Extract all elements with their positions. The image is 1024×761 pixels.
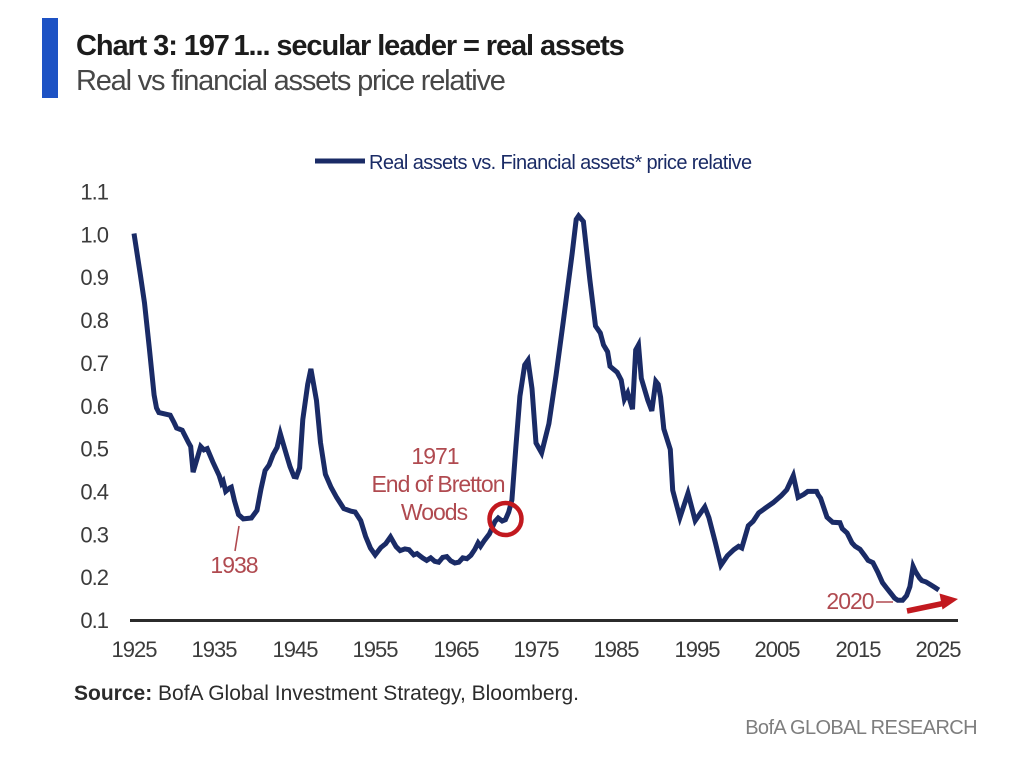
svg-text:0.4: 0.4 xyxy=(80,479,108,504)
svg-text:0.7: 0.7 xyxy=(80,351,108,376)
svg-text:2015: 2015 xyxy=(836,637,882,662)
svg-text:0.6: 0.6 xyxy=(80,394,108,419)
svg-text:0.3: 0.3 xyxy=(80,522,108,547)
svg-text:1938: 1938 xyxy=(210,552,257,578)
svg-text:0.8: 0.8 xyxy=(80,308,108,333)
svg-text:Woods: Woods xyxy=(401,499,468,525)
svg-text:0.9: 0.9 xyxy=(80,265,108,290)
svg-text:0.5: 0.5 xyxy=(80,437,108,462)
svg-text:1.0: 1.0 xyxy=(80,222,108,247)
svg-text:Chart 3: 197 1... secular lead: Chart 3: 197 1... secular leader = real … xyxy=(76,30,624,62)
svg-text:0.2: 0.2 xyxy=(80,565,108,590)
svg-text:1975: 1975 xyxy=(514,637,560,662)
svg-text:1935: 1935 xyxy=(192,637,238,662)
svg-text:1925: 1925 xyxy=(112,637,158,662)
svg-text:1965: 1965 xyxy=(434,637,480,662)
svg-text:1.1: 1.1 xyxy=(80,180,108,205)
svg-text:Real assets vs. Financial asse: Real assets vs. Financial assets* price … xyxy=(369,152,752,174)
svg-text:Real vs financial assets price: Real vs financial assets price relative xyxy=(76,65,505,97)
svg-text:2025: 2025 xyxy=(916,637,962,662)
svg-text:1971: 1971 xyxy=(411,443,458,469)
svg-text:1955: 1955 xyxy=(353,637,399,662)
svg-text:2005: 2005 xyxy=(755,637,801,662)
svg-text:1945: 1945 xyxy=(273,637,319,662)
svg-text:BofA GLOBAL RESEARCH: BofA GLOBAL RESEARCH xyxy=(745,717,977,739)
svg-text:1995: 1995 xyxy=(675,637,721,662)
svg-text:Source: BofA Global Investment: Source: BofA Global Investment Strategy,… xyxy=(74,682,579,705)
svg-text:2020: 2020 xyxy=(826,588,873,614)
svg-text:End of Bretton: End of Bretton xyxy=(371,471,504,497)
svg-text:1985: 1985 xyxy=(594,637,640,662)
svg-text:0.1: 0.1 xyxy=(80,608,108,633)
